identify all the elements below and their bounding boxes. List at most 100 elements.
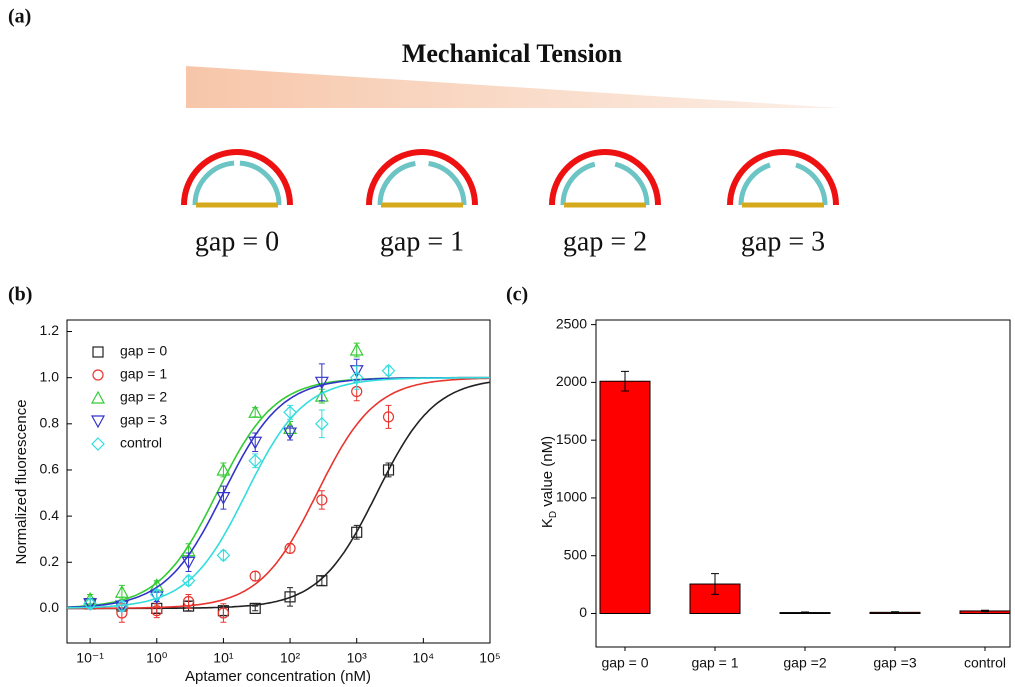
data-point (284, 591, 296, 603)
error-bar (981, 609, 990, 613)
y-axis-label: Normalized fluorescence (13, 399, 30, 564)
x-tick-label: gap =3 (873, 655, 916, 671)
error-bar (220, 485, 227, 510)
data-point (283, 427, 298, 441)
y-axis-label: KD value (nM) (539, 436, 559, 528)
fit-curve (66, 377, 490, 610)
error-bar (287, 543, 294, 554)
error-bar (891, 611, 900, 614)
panel-label: (a) (8, 6, 31, 28)
data-point (382, 464, 395, 476)
x-tick-label: 10³ (347, 650, 368, 666)
y-tick-label: 1000 (556, 489, 587, 505)
x-axis-label: Aptamer concentration (nM) (185, 668, 371, 685)
legend-label: control (120, 435, 162, 451)
gap-label: gap = 2 (563, 226, 647, 257)
gap-label: gap = 1 (380, 226, 464, 257)
y-tick-label: 1500 (556, 431, 587, 447)
data-point (216, 548, 231, 563)
data-point (216, 462, 231, 476)
y-tick-label: 1.0 (40, 368, 60, 384)
y-label-part: K (539, 518, 556, 528)
legend-label: gap = 3 (120, 412, 167, 428)
y-tick-label: 0.2 (40, 553, 60, 569)
legend-label: gap = 1 (120, 366, 167, 382)
legend-marker (90, 415, 106, 429)
error-bar (252, 570, 259, 582)
data-point (382, 411, 395, 423)
legend-marker (92, 346, 104, 358)
data-point (83, 596, 97, 611)
legend-marker (90, 390, 106, 404)
data-point (315, 416, 329, 431)
y-tick-label: 500 (564, 546, 588, 562)
legend-marker (92, 369, 104, 381)
x-tick-label: 10¹ (213, 650, 234, 666)
y-tick-label: 2000 (556, 373, 587, 389)
data-point (115, 599, 129, 613)
gap-label: gap = 3 (741, 226, 825, 257)
data-point (248, 405, 263, 418)
data-point (381, 363, 396, 378)
data-point (181, 573, 196, 588)
data-point (316, 494, 328, 506)
data-point (114, 584, 129, 598)
data-point (217, 607, 230, 619)
x-tick-label: 10² (280, 650, 301, 666)
y-tick-label: 0.6 (40, 461, 60, 477)
y-tick-label: 1.2 (40, 322, 60, 338)
data-point (181, 556, 196, 570)
data-point (314, 376, 329, 390)
panel-label: (b) (8, 284, 32, 306)
x-tick-label: control (964, 655, 1006, 671)
error-bar (353, 365, 360, 390)
y-tick-label: 0.4 (40, 507, 60, 523)
error-bar (318, 409, 325, 439)
legend-label: gap = 2 (120, 389, 167, 405)
error-bar (287, 587, 294, 607)
data-point (284, 542, 296, 555)
data-point (151, 605, 163, 617)
error-bar (621, 370, 629, 392)
plot-frame (66, 319, 491, 644)
y-tick-label: 0.8 (40, 415, 60, 431)
plot-frame (595, 319, 1011, 648)
error-bar (252, 453, 259, 469)
tension-wedge (186, 66, 840, 108)
x-tick-label: 10⁻¹ (76, 650, 104, 666)
diagram-shapes (181, 149, 839, 208)
data-point (316, 575, 328, 587)
x-tick-label: 10⁰ (146, 650, 168, 666)
error-bar (385, 404, 392, 429)
data-point (349, 342, 364, 356)
y-tick-label: 2500 (556, 315, 587, 331)
panel-label: (c) (506, 284, 528, 306)
y-tick-label: 0.0 (40, 599, 60, 615)
data-point (249, 570, 261, 582)
bar (599, 380, 651, 614)
x-tick-label: gap =2 (783, 655, 826, 671)
error-bar (318, 363, 325, 402)
y-tick-label: 0 (579, 604, 587, 620)
legend-marker (91, 437, 105, 451)
x-tick-label: 10⁴ (413, 650, 435, 666)
data-point (216, 492, 231, 505)
error-bar (711, 573, 720, 595)
data-point (248, 453, 263, 468)
y-label-part: value (nM) (539, 436, 556, 511)
error-bar (318, 490, 325, 510)
y-label-subscript: D (548, 511, 559, 518)
data-point (283, 405, 297, 420)
x-tick-label: 10⁵ (479, 650, 500, 666)
error-bar (801, 611, 810, 614)
gap-label: gap = 0 (195, 226, 279, 257)
data-point (249, 602, 261, 614)
data-point (248, 436, 263, 450)
data-point (351, 526, 363, 538)
error-bar (252, 605, 259, 612)
x-tick-label: gap = 1 (691, 655, 738, 671)
data-point (182, 595, 195, 608)
error-bar (220, 603, 227, 623)
